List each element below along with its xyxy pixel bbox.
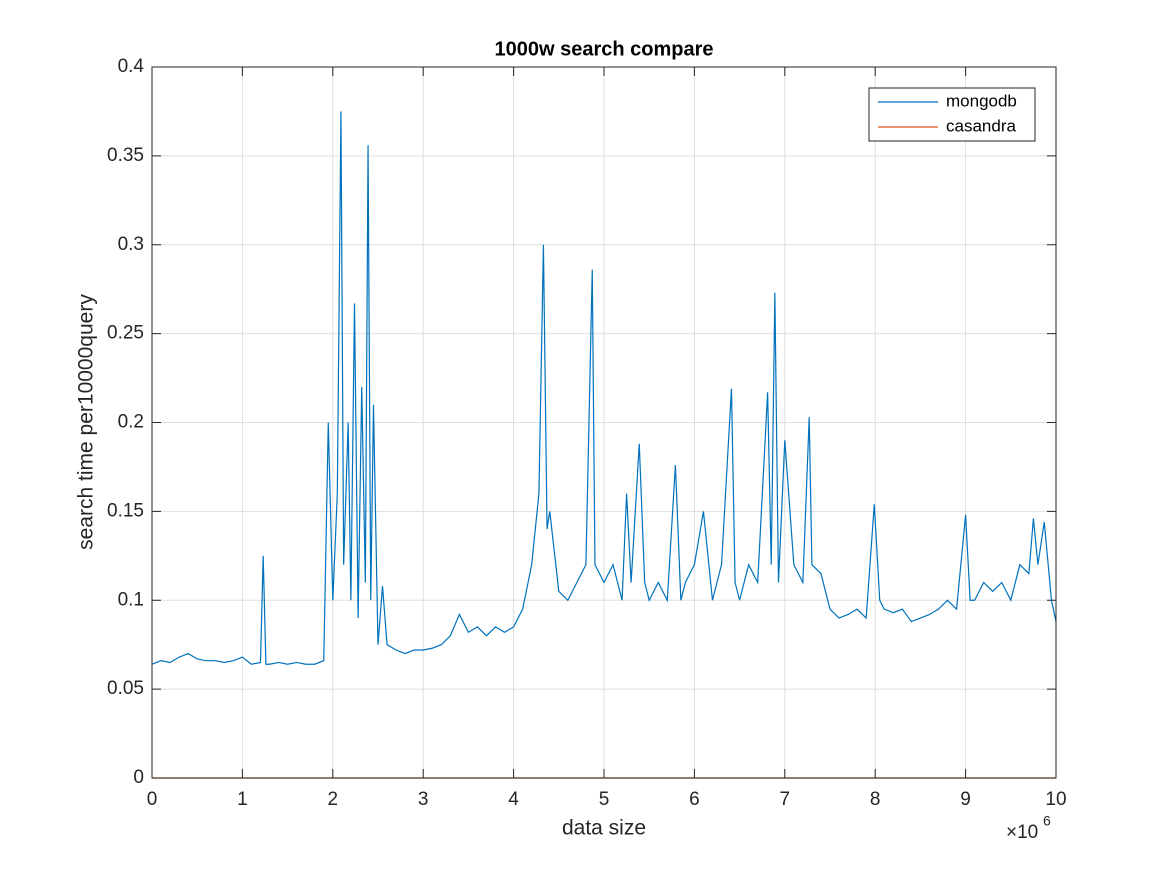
x-tick-label: 7	[780, 789, 791, 810]
x-tick-label: 6	[689, 789, 700, 810]
x-exponent-power: 6	[1043, 813, 1051, 829]
x-tick-label: 0	[147, 789, 158, 810]
y-tick-label: 0	[133, 767, 144, 788]
x-tick-label: 10	[1045, 789, 1066, 810]
legend-label: mongodb	[946, 91, 1017, 110]
y-tick-label: 0.4	[118, 56, 145, 77]
y-tick-label: 0.15	[107, 500, 144, 521]
y-tick-label: 0.25	[107, 323, 144, 344]
y-axis-label: search time per10000query	[75, 294, 98, 550]
x-tick-label: 4	[508, 789, 519, 810]
x-tick-label: 2	[328, 789, 339, 810]
y-tick-label: 0.35	[107, 145, 144, 166]
y-tick-label: 0.1	[118, 589, 144, 610]
x-tick-label: 8	[870, 789, 881, 810]
x-tick-label: 3	[418, 789, 429, 810]
y-tick-label: 0.3	[118, 234, 144, 255]
legend-box	[868, 87, 1036, 142]
x-axis-label: data size	[562, 817, 646, 840]
y-tick-label: 0.2	[118, 412, 144, 433]
axes-box	[151, 66, 1057, 779]
y-tick-label: 0.05	[107, 678, 144, 699]
x-tick-label: 1	[237, 789, 248, 810]
x-exponent: ×10	[1006, 822, 1038, 843]
x-tick-label: 5	[599, 789, 610, 810]
x-tick-label: 9	[960, 789, 971, 810]
chart-title: 1000w search compare	[494, 38, 713, 60]
legend-label: casandra	[946, 116, 1016, 135]
line-series	[151, 111, 1057, 665]
